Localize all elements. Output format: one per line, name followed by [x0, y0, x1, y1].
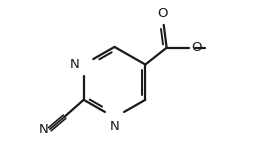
Text: N: N — [70, 58, 80, 71]
Text: O: O — [192, 41, 202, 54]
Text: N: N — [110, 120, 119, 133]
Text: O: O — [157, 8, 167, 20]
Text: N: N — [38, 123, 48, 136]
